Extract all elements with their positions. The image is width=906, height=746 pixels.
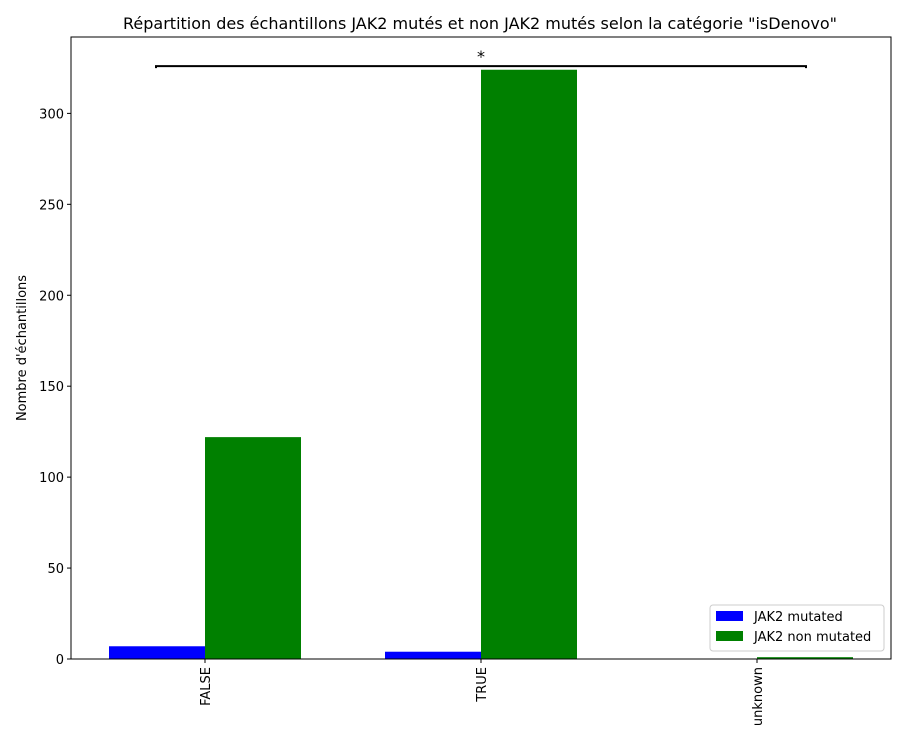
legend-label-jak2-mutated: JAK2 mutated xyxy=(753,610,843,625)
legend: JAK2 mutated JAK2 non mutated xyxy=(709,604,885,652)
y-tick-label: 100 xyxy=(39,471,64,486)
bar-jak2-non-mutated-unknown xyxy=(757,657,853,659)
y-tick-label: 200 xyxy=(39,289,64,304)
y-tick-label: 50 xyxy=(47,562,64,577)
legend-swatch-jak2-non-mutated xyxy=(716,631,743,641)
plot-frame xyxy=(70,36,892,660)
bar-jak2-non-mutated-false xyxy=(205,437,301,659)
y-axis-label: Nombre d'échantillons xyxy=(15,275,30,421)
chart-title: Répartition des échantillons JAK2 mutés … xyxy=(123,14,837,33)
significance-star: * xyxy=(477,47,485,66)
legend-box xyxy=(709,604,885,652)
x-tick-label-unknown: unknown xyxy=(751,667,766,726)
ticks-layer: 0 50 100 150 200 250 300 FALSE TRUE unknown xyxy=(39,107,766,726)
y-tick-label: 150 xyxy=(39,380,64,395)
y-tick-label: 250 xyxy=(39,198,64,213)
legend-swatch-jak2-mutated xyxy=(716,611,743,621)
bar-jak2-mutated-false xyxy=(109,646,205,659)
significance-annotation: * xyxy=(155,47,807,69)
bar-jak2-mutated-true xyxy=(385,651,481,659)
bars-layer xyxy=(109,69,853,660)
bar-jak2-non-mutated-true xyxy=(481,69,577,660)
y-tick-label: 300 xyxy=(39,107,64,122)
x-tick-label-false: FALSE xyxy=(199,667,214,706)
significance-bracket xyxy=(155,65,807,69)
y-tick-label: 0 xyxy=(56,653,64,668)
legend-label-jak2-non-mutated: JAK2 non mutated xyxy=(753,630,871,645)
x-tick-label-true: TRUE xyxy=(475,667,490,703)
